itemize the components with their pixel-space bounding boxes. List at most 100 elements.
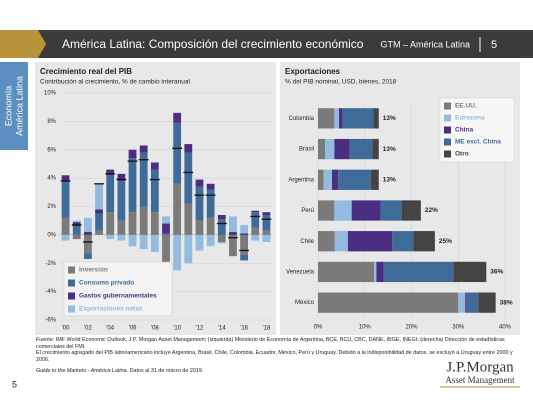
header-section: GTM – América Latina	[380, 39, 470, 49]
bar-segment	[162, 223, 170, 234]
bar-segment	[318, 138, 326, 160]
chart-subtitle: Contribución al crecimiento, % de cambio…	[40, 79, 190, 86]
bar-segment	[195, 179, 204, 187]
y-tick-label: 8%	[47, 119, 56, 125]
bar-segment	[373, 108, 379, 129]
y-tick-label: 2%	[47, 204, 56, 210]
y-tick-label: Perú	[301, 208, 314, 214]
x-tick-label: 20%	[405, 325, 418, 331]
value-label: 36%	[490, 269, 503, 276]
value-label: 13%	[383, 115, 396, 122]
bar-segment	[184, 203, 193, 235]
bar-segment	[173, 112, 182, 123]
x-tick-label: '08	[151, 326, 159, 332]
x-tick-label: '16	[240, 326, 248, 332]
bar-segment	[128, 212, 137, 235]
legend-swatch	[68, 305, 75, 313]
bar-segment	[95, 213, 103, 231]
bar-segment	[251, 234, 260, 241]
bar-segment	[240, 233, 249, 235]
bar-segment	[347, 231, 393, 252]
bar-segment	[83, 232, 92, 235]
bar-segment	[229, 234, 237, 257]
bar-segment	[338, 169, 371, 190]
bar-segment	[162, 216, 170, 224]
bar-segment	[72, 220, 81, 223]
bar-segment	[206, 217, 215, 235]
bar-segment	[195, 186, 204, 221]
bar-segment	[83, 217, 92, 233]
bar-segment	[374, 261, 377, 283]
bar-segment	[478, 292, 496, 313]
bar-segment	[117, 173, 126, 181]
bar-segment	[184, 234, 193, 264]
bar-segment	[318, 261, 375, 283]
legend-swatch	[444, 126, 451, 134]
bar-segment	[240, 254, 249, 261]
value-label: 25%	[439, 238, 452, 245]
bar-segment	[139, 152, 148, 207]
legend-box	[63, 261, 173, 317]
value-label: 13%	[383, 146, 396, 153]
bar-segment	[370, 169, 379, 190]
bar-segment	[413, 231, 435, 252]
x-tick-label: 10%	[359, 325, 372, 331]
x-tick-label: '04	[106, 326, 114, 332]
bar-segment	[195, 234, 204, 251]
header-bar	[0, 30, 533, 58]
legend-label: China	[455, 127, 473, 134]
sidebar-text: América Latina	[14, 76, 24, 136]
bar-segment	[251, 210, 260, 213]
legend-label: ME excl. China	[455, 139, 501, 146]
value-label: 38%	[500, 299, 513, 306]
bar-segment	[61, 175, 70, 181]
bar-segment	[318, 200, 335, 221]
bar-segment	[106, 175, 115, 213]
y-tick-label: -2%	[45, 261, 56, 267]
bar-segment	[139, 234, 148, 250]
bar-segment	[95, 230, 103, 235]
bar-segment	[380, 200, 402, 221]
y-tick-label: 0%	[47, 232, 56, 238]
x-tick-label: '18	[263, 326, 271, 332]
bar-segment	[332, 169, 339, 190]
chart-title: Exportaciones	[285, 67, 341, 76]
bar-segment	[325, 138, 335, 160]
bar-segment	[318, 169, 324, 190]
bar-segment	[229, 232, 237, 235]
bar-segment	[349, 138, 373, 160]
legend-label: Exportaciones netas	[79, 306, 143, 313]
bar-segment	[95, 183, 103, 210]
bar-segment	[173, 183, 182, 235]
bar-segment	[72, 226, 81, 235]
bar-segment	[262, 230, 271, 235]
legend-swatch	[444, 138, 451, 146]
bar-segment	[217, 219, 226, 235]
x-tick-label: '00	[62, 326, 70, 332]
y-tick-label: 4%	[47, 176, 56, 182]
bar-segment	[229, 216, 237, 233]
bar-segment	[339, 108, 343, 129]
legend-label: Inversión	[79, 267, 108, 274]
bar-segment	[206, 183, 215, 190]
y-tick-label: México	[295, 300, 315, 306]
legend-swatch	[444, 114, 451, 122]
bar-segment	[251, 212, 260, 228]
bar-segment	[83, 253, 92, 259]
header-page: 5	[491, 39, 497, 51]
bar-segment	[206, 234, 215, 247]
footer-source: Fuente: IMF World Economic Outlook, J.P.…	[36, 337, 505, 350]
footer-guide: Guide to the Markets - América Latina. D…	[36, 368, 516, 375]
bar-segment	[184, 144, 193, 153]
x-tick-label: '14	[218, 326, 226, 332]
legend-swatch	[68, 292, 75, 300]
bar-segment	[262, 215, 271, 231]
bar-segment	[334, 108, 340, 129]
legend-label: Eurozona	[455, 115, 485, 122]
bar-segment	[106, 169, 115, 176]
y-tick-label: Chile	[300, 239, 314, 245]
bar-segment	[72, 234, 81, 240]
bar-segment	[392, 231, 414, 252]
bar-segment	[240, 234, 249, 255]
x-tick-label: '12	[196, 326, 204, 332]
